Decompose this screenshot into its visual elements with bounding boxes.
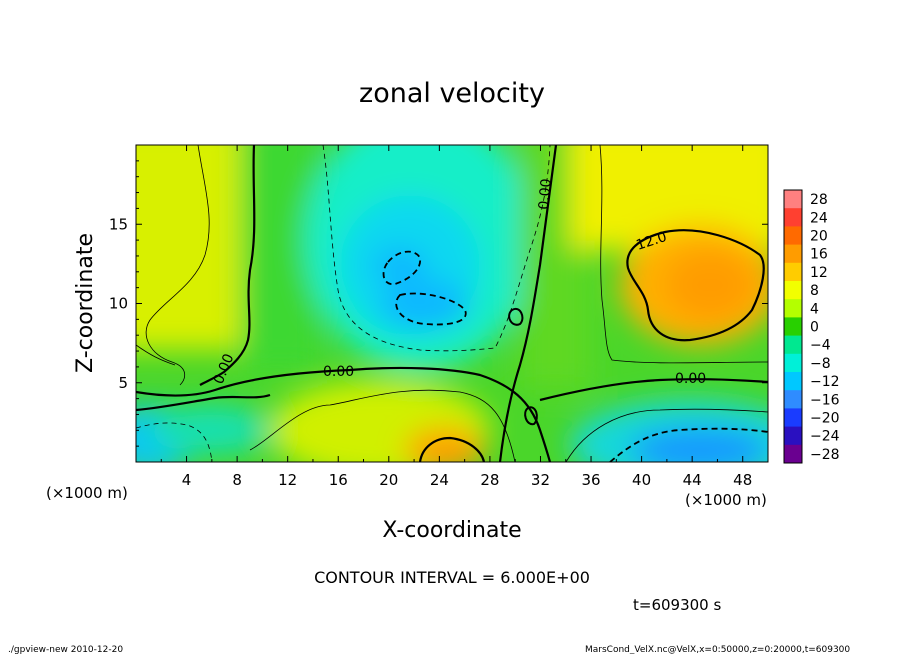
x-tick-label: 44	[683, 471, 702, 489]
contour-thin-1	[145, 145, 210, 386]
contour-label-zero-mid: 0.00	[536, 178, 555, 210]
x-unit-right: (×1000 m)	[685, 491, 767, 509]
twelve-contour	[626, 229, 765, 342]
contour-lines	[136, 145, 768, 462]
zero-contour-loop-a	[508, 307, 524, 326]
heatmap-field	[136, 145, 768, 462]
neg-contour-inner-a	[395, 292, 467, 326]
colorbar-swatch	[784, 226, 802, 246]
zero-contour-loop-b	[524, 406, 538, 426]
colorbar-label: 24	[810, 210, 828, 226]
colorbar-label: −24	[810, 429, 840, 445]
zero-contour-low	[136, 366, 552, 462]
x-tick-label: 36	[581, 471, 600, 489]
zero-contour-mid	[498, 145, 558, 462]
colorbar-swatch	[784, 190, 802, 209]
y-tick-label: 10	[109, 295, 128, 313]
y-axis: 5 10 15	[109, 160, 768, 447]
contour-thin-2	[136, 344, 176, 366]
colorbar-swatch	[784, 408, 802, 428]
contour-label-zero-low: 0.00	[323, 364, 354, 380]
colorbar-swatch	[784, 208, 802, 227]
colorbar-label: 0	[810, 320, 819, 336]
contour-thin-5	[565, 408, 768, 462]
colorbar: 28 24 20 16 12 8 4 0 −4 −8 −12 −16 −20 −24 −28	[783, 189, 840, 464]
contour-thin-3	[599, 145, 768, 364]
zero-contour-right	[539, 378, 768, 402]
neg-contour-low-left	[136, 422, 213, 462]
x-tick-label: 48	[733, 471, 752, 489]
colorbar-label: −28	[810, 447, 840, 463]
contour-label-group: 0.00 0.00 0.00 0.00 12.0	[211, 178, 706, 387]
x-tick-label: 12	[278, 471, 297, 489]
colorbar-swatch	[784, 281, 802, 300]
colorbar-label: 12	[810, 265, 828, 281]
x-axis-title: X-coordinate	[382, 518, 521, 543]
neg-contour-outer	[322, 145, 551, 352]
colorbar-label: 4	[810, 301, 819, 317]
colorbar-swatch	[784, 299, 802, 318]
colorbar-swatch	[784, 426, 802, 446]
colorbar-swatch	[784, 444, 802, 464]
colorbar-swatch	[784, 244, 802, 264]
twelve-contour-low	[418, 436, 486, 462]
chart-title: zonal velocity	[359, 78, 545, 109]
y-tick-label: 15	[109, 215, 128, 233]
colorbar-swatch	[784, 353, 802, 373]
time-label: t=609300 s	[633, 596, 721, 614]
colorbar-label: −20	[810, 411, 840, 427]
x-unit-left: (×1000 m)	[46, 484, 128, 502]
colorbar-swatch	[784, 317, 802, 337]
x-axis: 4 8 12 16 20 24 28 32 36 40 44 48	[160, 145, 752, 489]
x-tick-label: 24	[430, 471, 449, 489]
x-tick-label: 32	[531, 471, 550, 489]
neg-contour-low-right	[609, 427, 768, 462]
x-tick-label: 8	[232, 471, 242, 489]
x-tick-label: 28	[480, 471, 499, 489]
colorbar-label: −12	[810, 374, 840, 390]
colorbar-swatch	[784, 262, 802, 282]
x-tick-label: 16	[329, 471, 348, 489]
zero-contour-low-left	[136, 393, 271, 412]
x-tick-label: 4	[182, 471, 192, 489]
x-tick-label: 20	[379, 471, 398, 489]
neg-contour-inner-b	[382, 250, 421, 285]
colorbar-swatch	[784, 335, 802, 355]
colorbar-label: 8	[810, 283, 819, 299]
colorbar-label: −4	[810, 338, 831, 354]
zero-contour-left	[199, 145, 256, 386]
colorbar-label: −8	[810, 356, 831, 372]
y-tick-label: 5	[118, 374, 128, 392]
y-axis-title: Z-coordinate	[73, 233, 98, 373]
colorbar-label: 20	[810, 229, 828, 245]
colorbar-label: 28	[810, 192, 828, 208]
colorbar-label: 16	[810, 247, 828, 263]
footer-left: ./gpview-new 2010-12-20	[8, 645, 123, 654]
colorbar-frame	[783, 189, 803, 464]
footer-right: MarsCond_VelX.nc@VelX,x=0:50000,z=0:2000…	[585, 645, 850, 654]
contour-interval: CONTOUR INTERVAL = 6.000E+00	[314, 568, 590, 587]
contour-thin-4	[249, 389, 516, 462]
contour-label-zero-right: 0.00	[675, 371, 706, 387]
colorbar-swatch	[784, 372, 802, 391]
x-tick-label: 40	[632, 471, 651, 489]
colorbar-swatch	[784, 390, 802, 409]
colorbar-label: −16	[810, 392, 840, 408]
